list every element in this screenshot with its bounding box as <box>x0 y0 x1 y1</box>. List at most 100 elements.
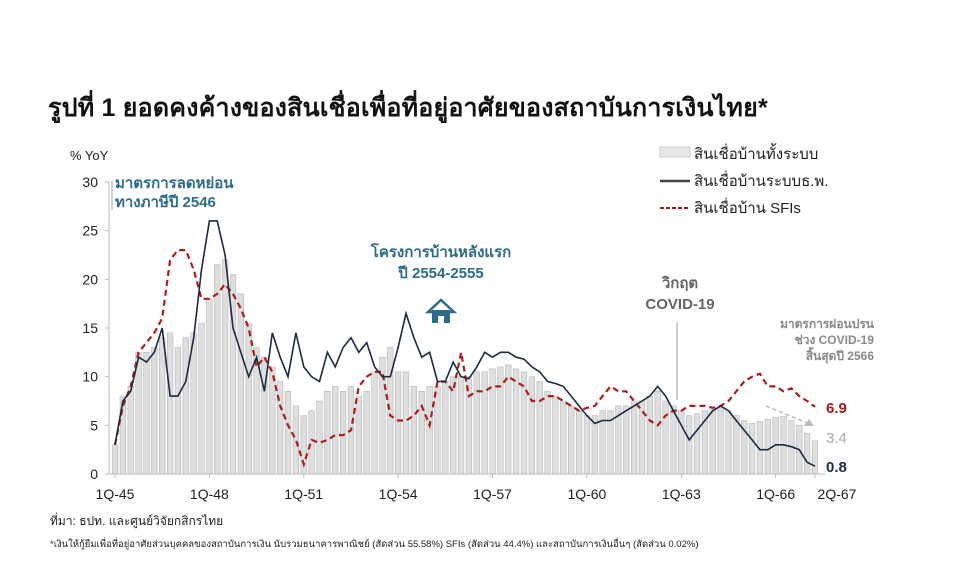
bar <box>654 390 661 475</box>
bar <box>693 413 701 475</box>
bar <box>442 381 449 475</box>
bar <box>725 410 732 475</box>
bar <box>245 322 252 475</box>
bar <box>355 395 362 475</box>
y-tick-label: 5 <box>90 417 98 433</box>
bar <box>528 376 535 475</box>
bar <box>426 386 433 475</box>
bar <box>717 407 724 475</box>
bar <box>198 322 205 475</box>
bar <box>363 390 370 475</box>
bar <box>269 366 276 475</box>
end-value-label: 0.8 <box>826 459 847 476</box>
bar <box>646 395 653 475</box>
y-tick-label: 15 <box>82 320 98 336</box>
bar <box>457 376 465 475</box>
bar <box>159 337 166 475</box>
arrow-head-icon <box>804 419 814 426</box>
annotation-tax-measure: มาตรการลดหย่อน <box>115 175 234 192</box>
annotation-first-home: โครงการบ้านหลังแรก <box>370 242 511 261</box>
legend-label: สินเชื่อบ้าน SFIs <box>694 197 801 217</box>
source-note: ที่มา: ธปท. และศูนย์วิจัยกสิกรไทย <box>50 514 224 528</box>
bar <box>733 415 740 475</box>
x-tick-label: 1Q-54 <box>379 486 418 502</box>
bar <box>418 390 425 475</box>
bar <box>568 405 575 475</box>
bar <box>591 415 598 475</box>
bar <box>206 298 213 475</box>
end-value-label: 6.9 <box>826 400 847 417</box>
line-series: 6.9 3.4 0.8 <box>113 220 847 476</box>
bar <box>339 390 347 475</box>
annotation-tax-measure: ทางภาษีปี 2546 <box>115 194 216 211</box>
bar <box>151 347 158 475</box>
bar <box>395 371 402 475</box>
bar <box>182 337 189 475</box>
bar <box>481 371 488 475</box>
bar <box>410 386 418 475</box>
bar <box>544 390 551 475</box>
bar-series <box>111 259 819 475</box>
bar <box>284 390 292 475</box>
annotation-relief-measures: ช่วง COVID-19 <box>795 333 875 347</box>
x-tick-label: 1Q-48 <box>190 486 229 502</box>
bar <box>434 386 441 475</box>
bar <box>135 352 142 475</box>
bar <box>662 400 669 475</box>
bar <box>630 400 638 475</box>
bar <box>174 347 182 475</box>
chart-title: รูปที่ 1 ยอดคงค้างของสินเชื่อเพื่อที่อยู… <box>48 94 768 122</box>
bar <box>332 386 339 475</box>
bar <box>497 366 504 475</box>
annotation-relief-measures: มาตรการผ่อนปรน <box>780 317 875 331</box>
y-axis-label: % YoY <box>70 148 109 163</box>
x-tick-label: 1Q-66 <box>756 486 795 502</box>
bar <box>143 352 150 475</box>
legend-swatch-bar <box>659 146 691 158</box>
legend-label: สินเชื่อบ้านระบบธ.พ. <box>694 170 828 190</box>
y-tick-label: 25 <box>82 223 98 239</box>
x-tick-label: 1Q-57 <box>473 486 512 502</box>
bar <box>292 405 300 475</box>
bar <box>221 259 229 475</box>
bar <box>583 415 591 475</box>
y-tick-label: 0 <box>90 466 98 482</box>
house-icon <box>424 298 458 323</box>
annotation-first-home: ปี 2554-2555 <box>397 265 483 282</box>
bar <box>371 371 378 475</box>
bar <box>489 368 496 475</box>
bar <box>804 432 811 475</box>
bar <box>560 400 567 475</box>
y-tick-label: 20 <box>82 271 98 287</box>
bar <box>811 440 819 475</box>
bar <box>764 419 771 475</box>
x-tick-label: 1Q-45 <box>96 486 135 502</box>
x-tick-label: 1Q-63 <box>662 486 701 502</box>
bar <box>127 386 134 475</box>
trend-arrow-icon <box>765 405 813 426</box>
bar <box>308 410 315 475</box>
bar <box>111 444 119 475</box>
bar <box>686 415 693 475</box>
bar <box>450 376 457 475</box>
legend-label: สินเชื่อบ้านทั้งระบบ <box>694 143 818 163</box>
annotation-covid: วิกฤต <box>661 274 698 292</box>
y-tick-label: 30 <box>82 174 98 190</box>
bar <box>190 332 197 475</box>
line-commercial-banks <box>114 220 816 467</box>
bar <box>520 371 528 475</box>
bar <box>473 371 480 475</box>
end-value-label: 3.4 <box>826 430 847 447</box>
annotation-relief-measures: สิ้นสุดปี 2566 <box>806 346 875 364</box>
axes: 0 5 10 15 20 25 30 % YoY 1Q-45 1Q-48 1Q-51 1Q-54 1Q-… <box>70 148 857 502</box>
bar <box>316 400 323 475</box>
bar <box>575 410 583 475</box>
bar <box>237 293 244 475</box>
annotation-covid: COVID-19 <box>645 296 714 313</box>
bar <box>552 395 559 475</box>
bar <box>748 423 756 475</box>
bar <box>505 364 512 475</box>
bar <box>709 407 716 475</box>
